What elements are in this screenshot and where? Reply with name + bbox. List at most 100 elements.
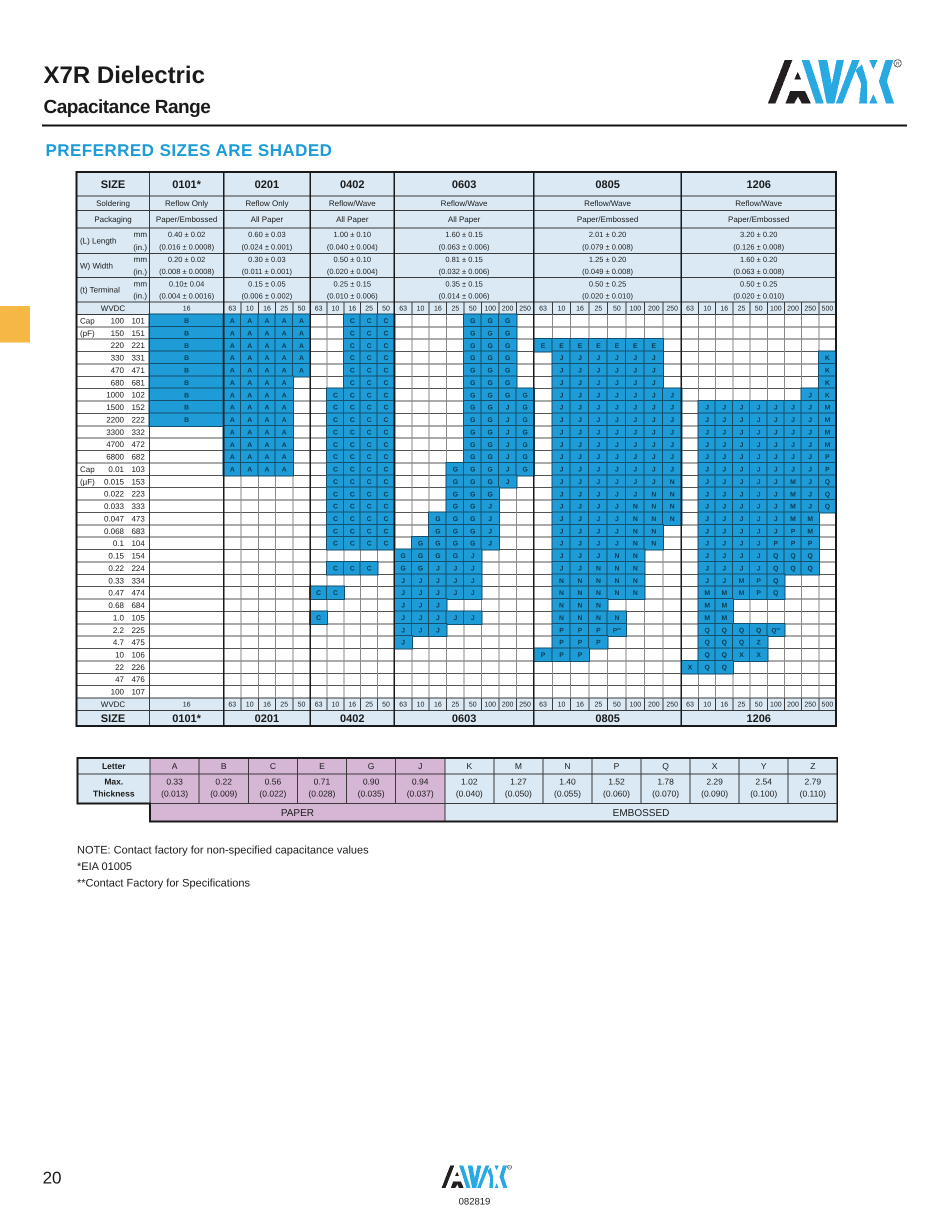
svg-text:J: J	[652, 429, 656, 436]
svg-text:200: 200	[648, 306, 660, 313]
svg-text:N: N	[633, 566, 638, 573]
svg-text:G: G	[505, 368, 510, 375]
svg-text:J: J	[597, 355, 601, 362]
svg-text:J: J	[488, 504, 492, 511]
svg-text:J: J	[633, 429, 637, 436]
svg-text:C: C	[367, 504, 372, 511]
svg-text:J: J	[560, 417, 564, 424]
svg-text:(0.037): (0.037)	[407, 789, 434, 799]
svg-text:J: J	[705, 454, 709, 461]
svg-text:C: C	[350, 355, 355, 362]
svg-text:A: A	[265, 380, 270, 387]
svg-text:C: C	[367, 417, 372, 424]
svg-text:471: 471	[131, 366, 145, 375]
svg-text:J: J	[633, 442, 637, 449]
svg-text:25: 25	[452, 306, 460, 313]
svg-text:J: J	[722, 504, 726, 511]
svg-text:J: J	[740, 566, 744, 573]
svg-text:J: J	[436, 627, 440, 634]
svg-text:N: N	[596, 603, 601, 610]
svg-text:200: 200	[648, 702, 660, 709]
svg-text:C: C	[333, 405, 338, 412]
svg-text:J: J	[418, 761, 422, 771]
svg-text:B: B	[184, 405, 189, 412]
svg-text:Y: Y	[761, 761, 767, 771]
svg-text:J: J	[419, 627, 423, 634]
svg-text:63: 63	[399, 702, 407, 709]
svg-text:Thickness: Thickness	[93, 789, 135, 799]
svg-text:N: N	[559, 590, 564, 597]
svg-text:(in.): (in.)	[133, 243, 147, 252]
svg-text:A: A	[265, 429, 270, 436]
svg-text:J: J	[670, 392, 674, 399]
svg-text:A: A	[230, 343, 235, 350]
svg-text:G: G	[488, 368, 493, 375]
svg-text:P: P	[559, 640, 564, 647]
svg-text:C: C	[333, 479, 338, 486]
svg-text:Capacitance Range: Capacitance Range	[44, 97, 211, 118]
svg-text:2.54: 2.54	[755, 777, 772, 787]
svg-text:150: 150	[111, 329, 125, 338]
svg-text:A: A	[282, 368, 287, 375]
svg-text:A: A	[247, 318, 252, 325]
svg-text:C: C	[333, 516, 338, 523]
svg-text:N: N	[578, 603, 583, 610]
svg-text:J: J	[652, 454, 656, 461]
svg-text:25: 25	[738, 306, 746, 313]
svg-text:Packaging: Packaging	[94, 215, 131, 224]
svg-text:J: J	[578, 392, 582, 399]
svg-text:J: J	[436, 566, 440, 573]
svg-text:J: J	[740, 467, 744, 474]
svg-text:(0.063 ± 0.008): (0.063 ± 0.008)	[733, 267, 784, 276]
svg-text:J: J	[774, 491, 778, 498]
svg-text:N: N	[670, 516, 675, 523]
svg-text:J: J	[597, 368, 601, 375]
svg-text:082819: 082819	[459, 1197, 491, 1208]
svg-text:J: J	[560, 442, 564, 449]
svg-text:C: C	[350, 442, 355, 449]
svg-text:0.90: 0.90	[363, 777, 380, 787]
svg-text:M: M	[825, 429, 831, 436]
svg-text:J: J	[560, 541, 564, 548]
svg-text:100: 100	[111, 688, 125, 697]
svg-text:M: M	[790, 491, 796, 498]
svg-text:NOTE: Contact factory for non-: NOTE: Contact factory for non-specified …	[77, 845, 369, 857]
svg-text:J: J	[597, 417, 601, 424]
svg-text:G: G	[488, 454, 493, 461]
svg-text:PREFERRED SIZES ARE SHADED: PREFERRED SIZES ARE SHADED	[46, 141, 333, 160]
svg-text:C: C	[384, 541, 389, 548]
svg-text:J: J	[454, 590, 458, 597]
svg-text:mm: mm	[134, 280, 148, 289]
svg-text:J: J	[652, 392, 656, 399]
svg-text:**Contact Factory for Specific: **Contact Factory for Specifications	[77, 878, 251, 890]
svg-text:16: 16	[720, 702, 728, 709]
svg-text:C: C	[350, 516, 355, 523]
svg-text:J: J	[401, 615, 405, 622]
svg-text:100: 100	[484, 702, 496, 709]
svg-text:472: 472	[131, 440, 145, 449]
svg-text:J: J	[615, 442, 619, 449]
svg-text:Paper/Embossed: Paper/Embossed	[156, 215, 217, 224]
svg-text:G: G	[435, 528, 440, 535]
svg-text:25: 25	[595, 702, 603, 709]
svg-text:J: J	[791, 429, 795, 436]
svg-text:G: G	[470, 417, 475, 424]
svg-text:500: 500	[822, 306, 834, 313]
svg-text:J: J	[757, 467, 761, 474]
svg-text:16: 16	[434, 702, 442, 709]
svg-text:10: 10	[417, 702, 425, 709]
svg-text:0402: 0402	[340, 713, 364, 725]
svg-text:N: N	[633, 590, 638, 597]
svg-text:(0.004 ± 0.0016): (0.004 ± 0.0016)	[159, 292, 214, 301]
svg-text:J: J	[560, 405, 564, 412]
svg-text:J: J	[401, 590, 405, 597]
svg-text:(0.035): (0.035)	[358, 789, 385, 799]
svg-text:(0.024 ± 0.001): (0.024 ± 0.001)	[241, 243, 292, 252]
svg-text:J: J	[560, 553, 564, 560]
svg-text:J: J	[506, 454, 510, 461]
svg-text:684: 684	[131, 601, 145, 610]
svg-text:J: J	[774, 442, 778, 449]
svg-text:(0.014 ± 0.006): (0.014 ± 0.006)	[439, 292, 490, 301]
svg-text:470: 470	[111, 366, 125, 375]
svg-text:1.60 ± 0.15: 1.60 ± 0.15	[445, 230, 482, 239]
